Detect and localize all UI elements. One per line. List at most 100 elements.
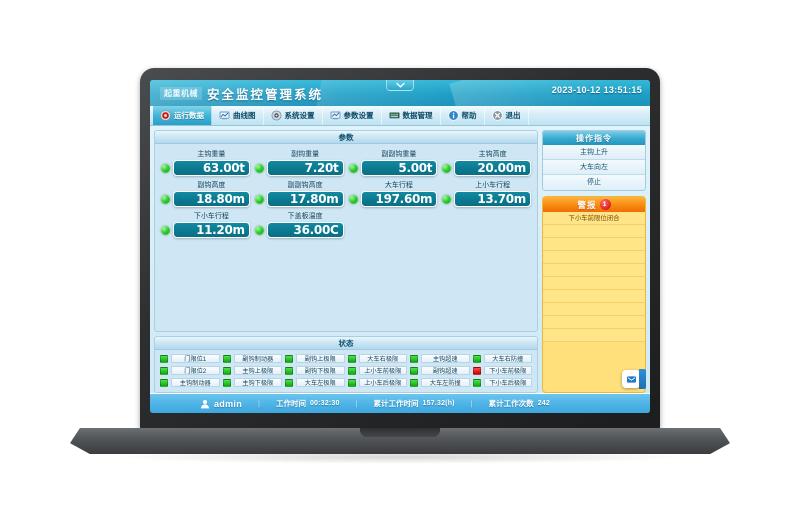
menu-item-label: 帮助: [461, 111, 477, 120]
username-label: admin: [214, 398, 243, 409]
alarm-row-empty: [543, 303, 645, 316]
parameter-status-led: [254, 226, 264, 235]
status-cell: 副钩超速: [410, 366, 470, 375]
command-panel: 操作指令 主钩上升 大车向左 停止: [542, 130, 646, 191]
alarm-row-empty: [543, 277, 645, 290]
command-panel-title: 操作指令: [543, 131, 645, 145]
parameter-value: 18.80m: [173, 191, 250, 207]
alarm-row-empty: [543, 316, 645, 329]
status-label: 副钩超速: [421, 366, 470, 375]
parameter-value: 7.20t: [266, 160, 344, 176]
left-column: 参数 主钩重量 63.00t 副钩重量 7.20t 副副钩重量 5.00t 主钩高度 20.0…: [154, 130, 538, 393]
status-label: 上小车后极限: [358, 378, 407, 387]
status-label: 主钩超速: [421, 354, 470, 363]
status-cell: 上小车前极限: [347, 366, 407, 375]
help-icon: [447, 110, 459, 121]
parameter-cell: 上小车行程 13.70m: [442, 180, 531, 207]
alarm-row-empty: [543, 225, 645, 238]
alarm-row-empty: [543, 329, 645, 342]
status-led: [347, 366, 356, 375]
parameters-panel-title: 参数: [155, 131, 537, 144]
parameter-cell: 下小车行程 11.20m: [161, 211, 250, 238]
alarm-title-label: 警报: [577, 199, 597, 210]
message-icon[interactable]: [622, 370, 640, 388]
menu-item-curve-chart[interactable]: 曲线图: [212, 106, 264, 125]
parameter-value: 197.60m: [360, 191, 438, 207]
parameter-value: 13.70m: [454, 191, 531, 207]
menu-item-system-settings[interactable]: 系统设置: [264, 106, 323, 125]
status-led: [285, 354, 293, 363]
status-separator-2: |: [355, 399, 358, 408]
status-led: [472, 354, 481, 363]
bottom-status-bar: admin | 工作时间 00:32:30 | 累计工作时间 157.32(h)…: [150, 393, 650, 413]
work-time-value: 00:32:30: [309, 400, 340, 407]
fab-side-tab[interactable]: [639, 369, 646, 389]
parameters-grid: 主钩重量 63.00t 副钩重量 7.20t 副副钩重量 5.00t 主钩高度 20.00m 副…: [161, 149, 531, 238]
system-settings-icon: [271, 110, 282, 121]
parameter-status-led: [161, 195, 170, 204]
status-led: [222, 354, 231, 363]
parameter-label: 下小车行程: [193, 213, 229, 220]
status-led: [347, 354, 356, 363]
floating-action-button[interactable]: [622, 369, 646, 389]
alarm-row[interactable]: 下小车前限位闭合: [543, 212, 645, 225]
brand-label: 起重机械: [160, 86, 202, 100]
status-cell: 门限位1: [160, 354, 220, 363]
application-window: 起重机械 安全监控管理系统 2023-10-12 13:51:15 运行数据: [150, 80, 650, 413]
status-cell: 门限位2: [160, 366, 220, 375]
parameter-value: 11.20m: [173, 222, 250, 238]
command-row[interactable]: 停止: [543, 175, 645, 190]
status-cell: 主钩超速: [410, 354, 470, 363]
main-menu-bar: 运行数据 曲线图 系统设置: [150, 106, 650, 126]
status-cell: 上小车后极限: [347, 378, 407, 387]
status-led: [222, 366, 231, 375]
status-cell: 副钩制动器: [222, 354, 282, 363]
parameter-label: 副副钩高度: [287, 182, 323, 189]
status-cell: 主钩下极限: [222, 378, 282, 387]
status-grid: 门限位1 副钩制动器 副钩上极限 大车右极限 主钩超速 大车右防撞 门限位2 主钩上极限 副钩下…: [155, 350, 537, 392]
parameter-value: 20.00m: [454, 160, 531, 176]
status-cell: 大车右防撞: [472, 354, 532, 363]
parameter-label: 下盖板温度: [287, 213, 323, 220]
menu-item-label: 系统设置: [284, 111, 315, 120]
status-cell: 大车左防撞: [410, 378, 470, 387]
status-led: [222, 378, 231, 387]
parameter-status-led: [348, 195, 358, 204]
parameter-label: 副副钩重量: [381, 151, 417, 158]
command-row[interactable]: 大车向左: [543, 160, 645, 175]
parameter-status-led: [254, 164, 264, 173]
menu-item-label: 曲线图: [233, 111, 256, 120]
total-work-count-value: 242: [537, 400, 550, 407]
status-led: [347, 378, 356, 387]
status-label: 大车右极限: [358, 354, 407, 363]
alarm-row-empty: [543, 290, 645, 303]
datetime-display: 2023-10-12 13:51:15: [551, 85, 642, 95]
menu-item-help[interactable]: 帮助: [441, 106, 485, 125]
parameter-readout: 副钩重量 7.20t: [266, 149, 344, 176]
parameter-cell: 大车行程 197.60m: [348, 180, 438, 207]
menu-item-data-management[interactable]: 数据管理: [382, 106, 441, 125]
status-led: [160, 354, 168, 363]
status-led: [472, 378, 481, 387]
status-label: 副钩下极限: [296, 366, 345, 375]
alarm-row-empty: [543, 238, 645, 251]
alarm-panel-title: 警报 1: [543, 197, 645, 212]
status-cell: 主钩上极限: [222, 366, 282, 375]
menu-item-run-data[interactable]: 运行数据: [153, 106, 212, 125]
menu-item-exit[interactable]: 退出: [485, 106, 529, 125]
alarm-panel: 警报 1 下小车前限位闭合: [542, 196, 646, 393]
menu-item-parameter-settings[interactable]: 参数设置: [323, 106, 382, 125]
status-led: [472, 366, 481, 375]
chevron-down-icon[interactable]: [386, 80, 414, 91]
curve-chart-icon: [219, 110, 230, 121]
command-row[interactable]: 主钩上升: [543, 145, 645, 160]
status-label: 上小车前极限: [358, 366, 407, 375]
status-led: [160, 366, 168, 375]
parameter-status-led: [348, 164, 358, 173]
parameters-panel: 参数 主钩重量 63.00t 副钩重量 7.20t 副副钩重量 5.00t 主钩高度 20.0…: [154, 130, 538, 332]
parameter-status-led: [254, 195, 264, 204]
parameter-label: 上小车行程: [475, 182, 511, 189]
parameter-cell: 副钩重量 7.20t: [254, 149, 344, 176]
menu-item-label: 退出: [505, 111, 521, 120]
run-data-icon: [160, 110, 171, 121]
